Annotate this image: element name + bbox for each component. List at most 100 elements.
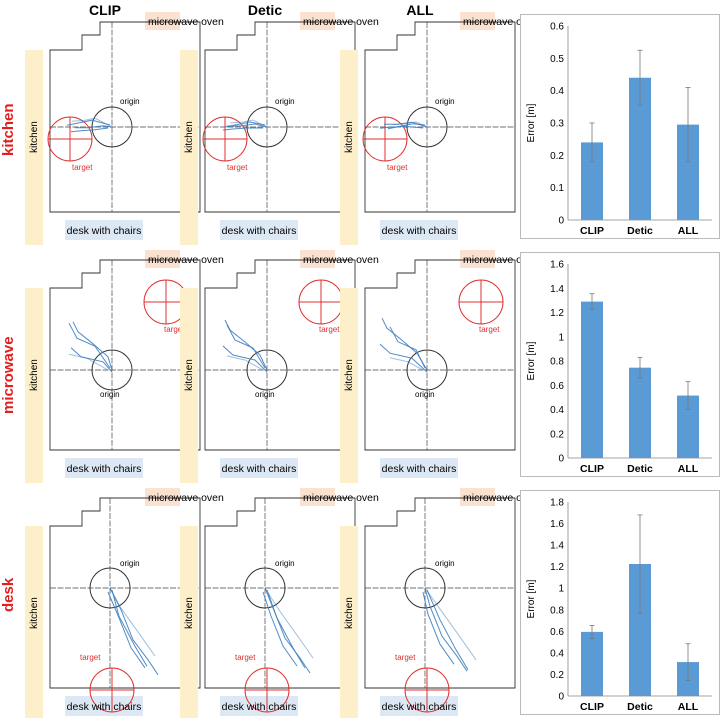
trajectory-line <box>227 123 268 128</box>
target-label: target <box>72 163 93 172</box>
trajectory-line <box>379 343 428 373</box>
x-tick-label: Detic <box>627 701 653 713</box>
y-tick-label: 0.5 <box>550 54 564 65</box>
kitchen-label: kitchen <box>29 597 40 629</box>
x-tick-label: Detic <box>627 225 653 237</box>
map-panel: microwave oven kitchen desk with chairs ori… <box>340 488 539 718</box>
floor-outline <box>364 21 516 213</box>
kitchen-band <box>25 50 43 245</box>
bar-chart: 0 0.2 0.4 0.6 0.8 1 1.2 1.4 1.6 1.8 Error [m] CLIP D… <box>520 490 720 715</box>
target-label: target <box>235 653 256 662</box>
trajectory-line <box>389 326 426 369</box>
kitchen-label: kitchen <box>184 597 195 629</box>
column-header-detic: Detic <box>247 2 283 18</box>
kitchen-band <box>340 288 358 483</box>
origin-label: origin <box>435 97 455 106</box>
row-label-desk: desk <box>0 577 17 613</box>
origin-label: origin <box>255 390 275 399</box>
trajectory-line <box>266 589 306 669</box>
trajectory-line <box>381 317 428 371</box>
y-tick-label: 0.4 <box>550 86 564 97</box>
oven-band <box>460 12 495 30</box>
floor-outline <box>49 21 201 213</box>
trajectory-line <box>222 345 268 373</box>
floor-outline <box>49 259 201 451</box>
origin-circle <box>246 106 288 148</box>
desk-label: desk with chairs <box>67 225 142 237</box>
y-tick-label: 0 <box>558 692 564 703</box>
y-tick-label: 0.6 <box>550 381 564 392</box>
oven-band <box>145 488 180 506</box>
y-tick-label: 1 <box>558 584 564 595</box>
column-header-all: ALL <box>406 2 434 18</box>
y-tick-label: 0.6 <box>550 627 564 638</box>
target-label: target <box>80 653 101 662</box>
map-panel: microwave oven kitchen desk with chairs ori… <box>25 12 224 245</box>
origin-label: origin <box>275 97 295 106</box>
y-tick-label: 0.2 <box>550 429 564 440</box>
x-tick-label: ALL <box>678 463 699 475</box>
floor-outline <box>49 497 201 689</box>
floor-outline <box>364 259 516 451</box>
map-panel: microwave oven kitchen desk with chairs ori… <box>25 250 224 483</box>
oven-band <box>460 488 495 506</box>
x-tick-label: CLIP <box>580 463 604 475</box>
y-tick-label: 0.3 <box>550 119 564 130</box>
trajectory-line <box>72 321 113 371</box>
kitchen-label: kitchen <box>184 359 195 391</box>
x-tick-label: CLIP <box>580 225 604 237</box>
map-panel: microwave oven kitchen desk with chairs ori… <box>180 12 379 245</box>
trajectory-line <box>392 121 428 128</box>
trajectory-line <box>107 591 146 669</box>
origin-circle <box>246 349 288 391</box>
kitchen-label: kitchen <box>29 121 40 153</box>
desk-band <box>220 696 298 716</box>
y-tick-label: 0.6 <box>550 22 564 33</box>
trajectory-line <box>264 587 311 674</box>
trajectory-line <box>424 587 477 661</box>
row-label-kitchen: kitchen <box>0 103 17 157</box>
y-tick-label: 1.6 <box>550 260 564 271</box>
oven-band <box>145 250 180 268</box>
floor-outline <box>204 21 356 213</box>
kitchen-label: kitchen <box>344 597 355 629</box>
y-axis-label: Error [m] <box>526 103 537 142</box>
desk-label: desk with chairs <box>67 701 142 713</box>
row-label-microwave: microwave <box>0 336 17 414</box>
trajectory-line <box>70 127 109 133</box>
microwave-oven-label: microwave oven <box>303 254 379 266</box>
desk-label: desk with chairs <box>222 701 297 713</box>
y-tick-label: 0.1 <box>550 183 564 194</box>
desk-band <box>65 220 143 240</box>
trajectory-line <box>68 353 109 371</box>
x-tick-label: ALL <box>678 225 699 237</box>
kitchen-band <box>340 50 358 245</box>
target-label: target <box>395 653 416 662</box>
oven-band <box>300 488 335 506</box>
trajectory-line <box>109 587 159 676</box>
trajectory-line <box>262 591 298 667</box>
oven-band <box>145 12 180 30</box>
desk-band <box>65 458 143 478</box>
microwave-oven-label: microwave oven <box>303 492 379 504</box>
bar <box>629 367 651 458</box>
kitchen-band <box>180 50 198 245</box>
origin-circle <box>244 567 286 609</box>
map-panel: microwave oven kitchen desk with chairs ori… <box>25 488 224 718</box>
origin-circle <box>91 349 133 391</box>
y-tick-label: 0 <box>558 454 564 465</box>
oven-band <box>300 12 335 30</box>
trajectory-line <box>71 117 113 128</box>
microwave-oven-label: microwave oven <box>148 254 224 266</box>
desk-label: desk with chairs <box>382 701 457 713</box>
y-tick-label: 0 <box>558 216 564 227</box>
y-tick-label: 1 <box>558 332 564 343</box>
map-panel: microwave oven kitchen desk with chairs ori… <box>180 250 379 483</box>
desk-label: desk with chairs <box>382 463 457 475</box>
trajectory-line <box>70 347 113 373</box>
y-tick-label: 1.4 <box>550 284 564 295</box>
target-label: target <box>164 325 185 334</box>
origin-label: origin <box>120 559 140 568</box>
